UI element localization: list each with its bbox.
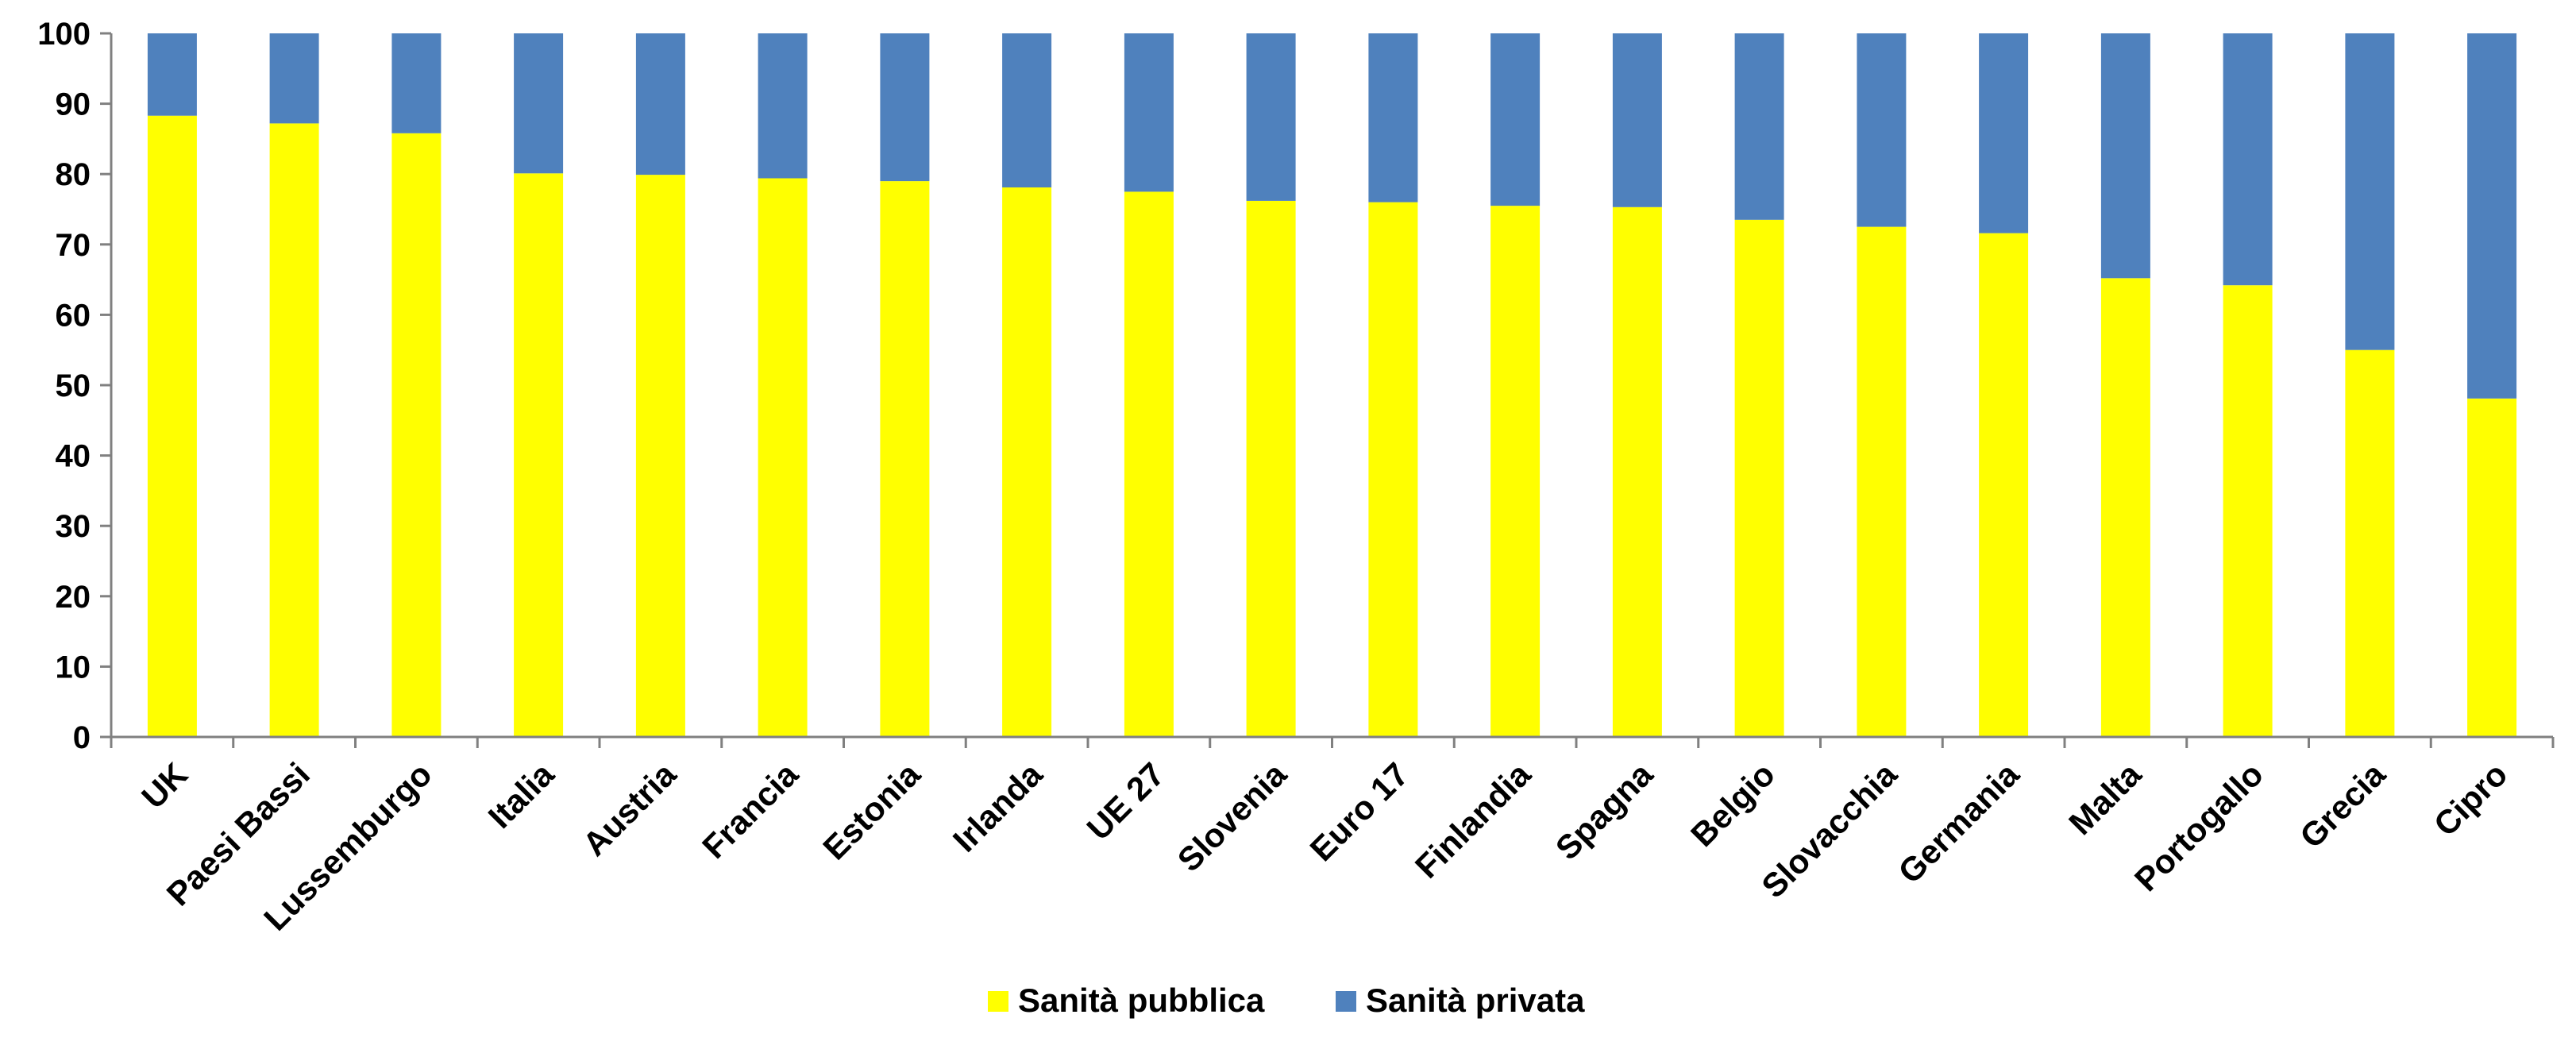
bar-public-17 <box>2223 285 2273 737</box>
bar-public-14 <box>1857 226 1907 738</box>
bar-public-19 <box>2467 398 2517 737</box>
bar-public-9 <box>1246 200 1296 737</box>
bar-public-5 <box>758 178 808 737</box>
x-tick-label: Slovenia <box>1170 755 1294 879</box>
bar-public-8 <box>1124 191 1174 737</box>
bar-public-11 <box>1490 206 1541 738</box>
bar-private-14 <box>1857 33 1907 227</box>
bar-private-15 <box>1979 33 2029 233</box>
x-tick-label: Estonia <box>816 755 927 867</box>
x-tick-label: Euro 17 <box>1303 755 1416 868</box>
bar-private-2 <box>391 33 442 133</box>
x-tick-label: Irlanda <box>946 755 1050 859</box>
y-tick-label: 100 <box>37 17 91 52</box>
bar-private-10 <box>1368 33 1418 203</box>
y-tick-label: 30 <box>56 509 91 544</box>
bar-public-12 <box>1612 206 1662 737</box>
y-tick-label: 90 <box>56 87 91 122</box>
bar-public-16 <box>2100 278 2150 737</box>
x-tick-label: Austria <box>576 755 684 863</box>
bar-private-19 <box>2467 33 2517 399</box>
bar-private-1 <box>269 33 319 124</box>
y-tick-label: 50 <box>56 368 91 403</box>
y-tick-label: 70 <box>56 228 91 263</box>
x-tick-label: Germania <box>1891 755 2026 891</box>
bar-public-2 <box>391 133 442 738</box>
x-tick-label: UE 27 <box>1079 755 1171 847</box>
bar-public-7 <box>1002 187 1052 737</box>
y-tick-label: 10 <box>56 650 91 685</box>
bar-private-11 <box>1490 33 1541 206</box>
x-tick-label: Belgio <box>1683 755 1782 854</box>
y-tick-label: 40 <box>56 439 91 474</box>
bar-public-1 <box>269 123 319 737</box>
x-tick-label: Grecia <box>2293 755 2393 855</box>
x-tick-label: Francia <box>695 755 805 866</box>
bar-public-13 <box>1734 219 1784 737</box>
y-tick-label: 20 <box>56 580 91 615</box>
bar-private-5 <box>758 33 808 179</box>
bar-private-8 <box>1124 33 1174 192</box>
y-tick-label: 0 <box>73 720 91 755</box>
x-tick-label: Portogallo <box>2127 755 2270 898</box>
x-tick-label: Italia <box>481 755 561 835</box>
x-tick-label: UK <box>134 755 195 816</box>
bar-private-6 <box>880 33 930 182</box>
y-tick-label: 60 <box>56 298 91 333</box>
bar-public-15 <box>1979 233 2029 738</box>
bar-public-10 <box>1368 202 1418 738</box>
bar-private-9 <box>1246 33 1296 201</box>
bar-public-0 <box>147 115 197 737</box>
bar-private-3 <box>514 33 564 174</box>
bar-private-12 <box>1612 33 1662 207</box>
legend-label-private: Sanità privata <box>1366 982 1585 1019</box>
bar-public-4 <box>635 175 685 738</box>
legend-swatch-public <box>988 991 1008 1012</box>
x-tick-label: Malta <box>2061 755 2149 843</box>
y-tick-label: 80 <box>56 157 91 192</box>
legend-swatch-private <box>1336 991 1356 1012</box>
bars-group <box>147 33 2517 738</box>
legend: Sanità pubblica Sanità privata <box>988 982 1585 1019</box>
bar-private-13 <box>1734 33 1784 220</box>
bar-public-3 <box>514 173 564 738</box>
bar-private-18 <box>2345 33 2395 350</box>
bar-public-18 <box>2345 349 2395 737</box>
x-tick-label: Finlandia <box>1408 755 1538 885</box>
x-tick-label: Spagna <box>1548 755 1660 867</box>
bar-private-4 <box>635 33 685 176</box>
bar-private-16 <box>2100 33 2150 279</box>
bar-private-7 <box>1002 33 1052 187</box>
bar-public-6 <box>880 181 930 738</box>
bar-private-17 <box>2223 33 2273 286</box>
x-tick-label: Cipro <box>2427 755 2515 843</box>
bar-private-0 <box>147 33 197 116</box>
legend-label-public: Sanità pubblica <box>1018 982 1265 1019</box>
